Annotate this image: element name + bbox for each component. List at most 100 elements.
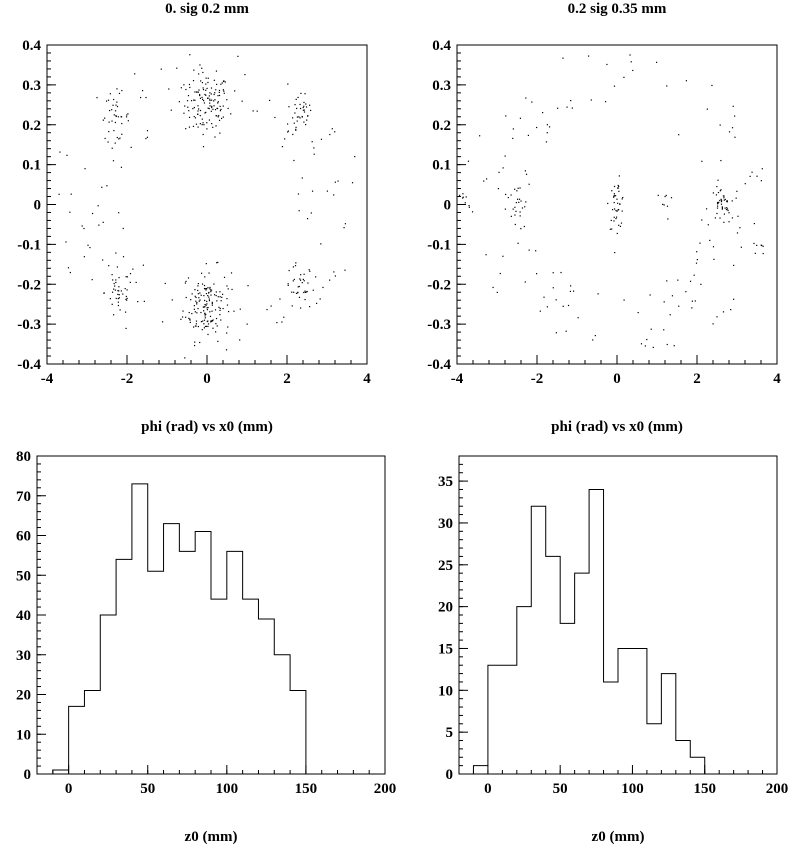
data-point: [525, 201, 527, 203]
data-point: [753, 242, 755, 245]
data-point: [224, 81, 226, 83]
data-point: [462, 193, 464, 195]
data-point: [613, 85, 616, 87]
y-tick-label: 60: [16, 529, 31, 545]
data-point: [663, 301, 665, 303]
data-point: [705, 208, 708, 210]
data-point: [516, 190, 518, 192]
data-point: [329, 133, 331, 136]
histogram-bin: [258, 619, 274, 774]
data-point: [693, 274, 695, 276]
data-point: [202, 146, 205, 148]
data-point: [195, 91, 198, 93]
data-point: [714, 217, 716, 219]
data-point: [145, 96, 147, 99]
data-point: [313, 147, 315, 149]
data-point: [197, 110, 199, 112]
histogram-bin: [575, 573, 589, 774]
data-point: [214, 99, 216, 101]
data-point: [536, 126, 538, 129]
data-point: [701, 160, 703, 162]
data-point: [185, 88, 187, 91]
data-point: [719, 190, 721, 192]
data-point: [716, 185, 718, 188]
data-point: [304, 93, 306, 95]
data-point: [204, 276, 206, 278]
data-point: [118, 286, 120, 288]
data-point: [193, 115, 195, 118]
data-point: [103, 292, 105, 294]
data-point: [160, 68, 162, 70]
data-point: [185, 296, 187, 299]
data-point: [711, 84, 713, 87]
data-point: [736, 232, 739, 234]
y-tick-label: 25: [438, 558, 453, 574]
data-point: [141, 90, 144, 92]
data-point: [301, 282, 303, 284]
data-point: [194, 99, 196, 101]
data-point: [720, 198, 722, 200]
data-point: [189, 319, 191, 321]
data-point: [256, 110, 258, 112]
data-point: [307, 115, 309, 117]
y-tick-label: 0.3: [22, 78, 41, 94]
data-point: [204, 299, 206, 302]
data-point: [202, 122, 204, 124]
data-point: [721, 207, 724, 209]
data-point: [190, 100, 193, 102]
y-tick-label: 35: [438, 474, 453, 490]
data-point: [611, 228, 613, 230]
x-tick-label: 50: [553, 781, 568, 797]
data-point: [514, 188, 516, 190]
data-point: [535, 250, 537, 252]
data-point: [197, 282, 200, 285]
data-point: [555, 299, 557, 301]
histogram-outline: [37, 483, 385, 775]
data-point: [291, 291, 293, 293]
data-point: [69, 271, 71, 274]
data-point: [762, 252, 764, 255]
data-point: [528, 183, 530, 185]
y-tick-label: 5: [446, 725, 454, 741]
data-point: [562, 57, 564, 59]
data-point: [294, 112, 296, 114]
data-point: [201, 283, 204, 285]
data-point: [194, 91, 196, 93]
y-tick-label: -0.2: [17, 277, 41, 293]
data-point: [316, 302, 318, 304]
data-point: [202, 87, 204, 89]
data-point: [215, 331, 217, 333]
data-point: [101, 186, 103, 188]
data-point: [726, 201, 728, 203]
data-point: [202, 133, 204, 136]
data-point: [569, 285, 572, 287]
data-point: [713, 258, 715, 261]
data-point: [239, 308, 241, 310]
data-point: [201, 329, 203, 331]
data-point: [114, 285, 116, 287]
data-point: [222, 89, 224, 91]
data-point: [334, 131, 336, 133]
data-point: [129, 272, 132, 275]
histogram-bin: [132, 484, 148, 774]
data-point: [199, 114, 201, 117]
data-point: [211, 106, 213, 109]
data-point: [274, 116, 276, 119]
data-point: [204, 317, 206, 319]
data-point: [127, 113, 129, 115]
data-point: [187, 277, 190, 279]
histogram-bin: [488, 665, 502, 774]
data-point: [219, 309, 221, 311]
data-point: [91, 212, 94, 215]
data-point: [728, 131, 731, 133]
data-point: [203, 100, 205, 102]
y-tick-label: -0.3: [427, 317, 451, 333]
data-point: [121, 89, 123, 92]
data-point: [192, 107, 194, 110]
data-point: [206, 307, 208, 309]
data-point: [344, 223, 347, 225]
histogram-bin: [632, 648, 646, 774]
data-point: [226, 332, 228, 334]
data-point: [214, 136, 216, 138]
data-point: [204, 325, 207, 328]
